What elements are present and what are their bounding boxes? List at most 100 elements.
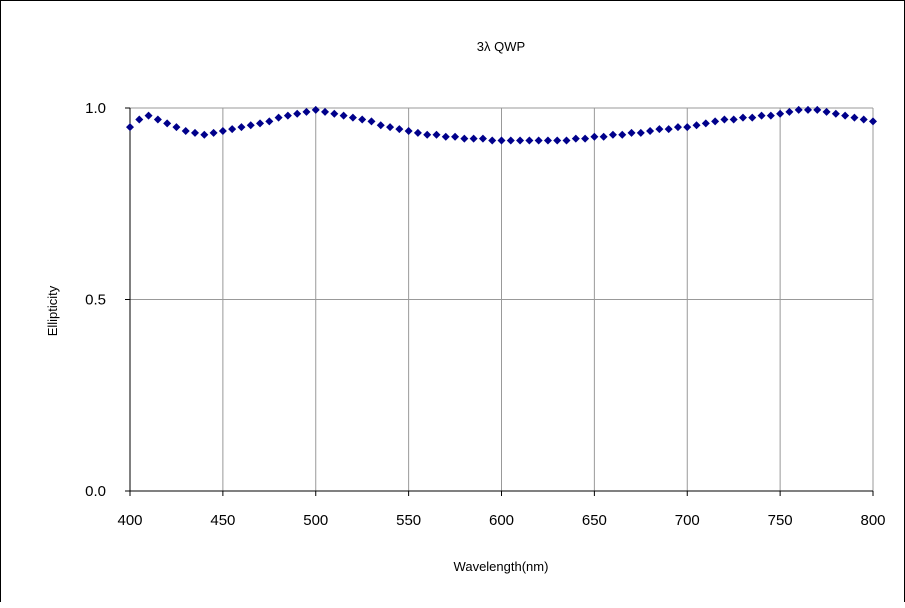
data-point [608,130,617,139]
data-point [738,113,747,122]
data-point [441,132,450,141]
data-point [209,128,218,137]
axes [125,107,874,496]
x-tick-label: 750 [768,512,793,529]
data-point [869,117,877,126]
data-point [358,115,367,124]
data-point [367,117,376,126]
data-point [200,130,209,139]
data-point [386,123,395,132]
data-point [850,113,859,122]
data-point [673,123,682,132]
data-point [191,128,200,137]
data-point [646,126,655,135]
x-tick-label: 700 [675,512,700,529]
data-point [395,125,404,134]
data-point [274,113,283,122]
data-point [571,134,580,143]
data-point [413,128,422,137]
data-point [228,125,237,134]
data-point [348,113,357,122]
data-point [181,126,190,135]
data-point [831,109,840,118]
data-point [636,128,645,137]
data-point [339,111,348,120]
data-point [516,136,525,145]
data-point [423,130,432,139]
data-point [237,123,246,132]
tick-labels: 400 450 500 550 600 650 700 750 800 0.0 0.5 1.0 [85,100,885,529]
data-point [534,136,543,145]
data-point [283,111,292,120]
data-point [126,123,134,132]
data-point [822,107,831,116]
data-point [794,105,803,114]
data-point [469,134,478,143]
data-point [655,125,664,134]
data-point [135,115,144,124]
y-tick-label: 0.0 [85,483,106,500]
data-points [126,105,877,145]
data-point [701,119,710,128]
data-point [246,121,255,130]
data-point [543,136,552,145]
data-point [748,113,757,122]
data-point [153,115,162,124]
data-point [256,119,265,128]
data-point [330,109,339,118]
data-point [553,136,562,145]
data-point [627,128,636,137]
data-point [321,107,330,116]
data-point [803,105,812,114]
data-point [618,130,627,139]
data-point [506,136,515,145]
y-tick-label: 0.5 [85,292,106,309]
data-point [599,132,608,141]
data-point [478,134,487,143]
y-tick-label: 1.0 [85,100,106,117]
x-tick-label: 450 [210,512,235,529]
data-point [813,105,822,114]
data-point [163,119,172,128]
data-point [488,136,497,145]
x-tick-label: 400 [117,512,142,529]
data-point [525,136,534,145]
y-axis-label: Ellipticity [45,285,60,336]
data-point [581,134,590,143]
data-point [859,115,868,124]
data-point [776,109,785,118]
x-tick-label: 550 [396,512,421,529]
data-point [376,121,385,130]
data-point [302,107,311,116]
x-tick-label: 800 [860,512,885,529]
data-point [311,105,320,114]
data-point [497,136,506,145]
data-point [404,126,413,135]
data-point [172,123,181,132]
chart-title: 3λ QWP [477,39,525,54]
x-tick-label: 500 [303,512,328,529]
data-point [293,109,302,118]
data-point [590,132,599,141]
x-tick-label: 650 [582,512,607,529]
data-point [785,107,794,116]
data-point [451,132,460,141]
data-point [711,117,720,126]
x-tick-label: 600 [489,512,514,529]
data-point [460,134,469,143]
x-axis-label: Wavelength(nm) [454,559,549,574]
data-point [757,111,766,120]
data-point [683,123,692,132]
data-point [664,125,673,134]
data-point [766,111,775,120]
data-point [692,121,701,130]
data-point [720,115,729,124]
data-point [729,115,738,124]
data-point [432,130,441,139]
data-point [218,126,227,135]
grid-lines [130,107,874,491]
data-point [265,117,274,126]
data-point [841,111,850,120]
